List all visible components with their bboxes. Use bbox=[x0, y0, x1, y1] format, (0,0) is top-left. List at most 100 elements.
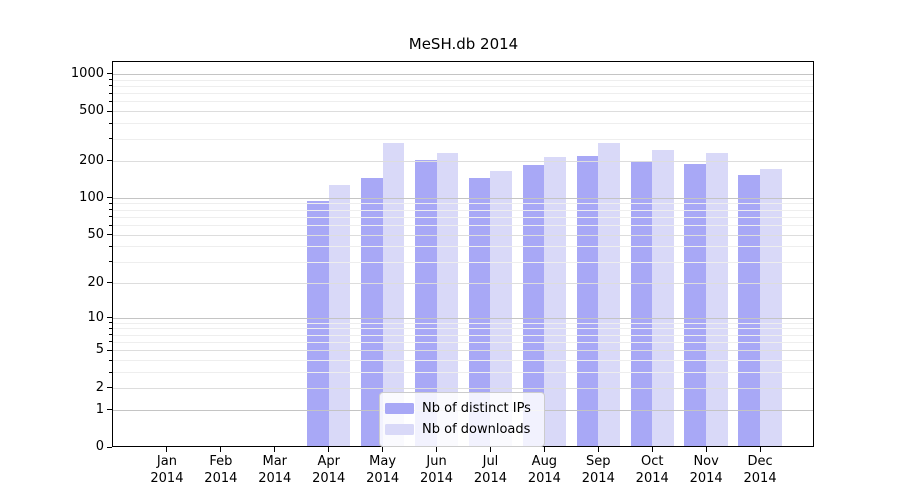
legend-label-downloads: Nb of downloads bbox=[422, 421, 531, 437]
x-tick-label-oct: Oct 2014 bbox=[620, 453, 684, 487]
bar-distinct-ips-sep bbox=[576, 156, 599, 447]
legend-swatch-downloads bbox=[385, 424, 414, 435]
gridline-minor-700 bbox=[113, 93, 814, 95]
bar-distinct-ips-may bbox=[360, 177, 383, 447]
gridline-minor-6 bbox=[113, 341, 814, 343]
x-tick-label-may: May 2014 bbox=[351, 453, 415, 487]
gridline-minor-8 bbox=[113, 328, 814, 330]
x-tick-apr bbox=[328, 447, 330, 452]
legend: Nb of distinct IPs Nb of downloads bbox=[379, 392, 545, 447]
x-tick-jul bbox=[489, 447, 491, 452]
legend-swatch-distinct-ips bbox=[385, 403, 414, 414]
gridline-minor-90 bbox=[113, 203, 814, 205]
bar-downloads-oct bbox=[652, 149, 674, 447]
y-tick-10 bbox=[107, 317, 112, 318]
legend-item-downloads: Nb of downloads bbox=[385, 419, 538, 440]
x-tick-label-month: Aug bbox=[531, 454, 558, 469]
y-minor-tick-3 bbox=[109, 371, 112, 373]
gridline-minor-30 bbox=[113, 261, 814, 263]
bar-distinct-ips-jul bbox=[468, 178, 491, 447]
y-tick-20 bbox=[107, 282, 112, 284]
y-tick-label-1: 1 bbox=[95, 401, 104, 417]
x-tick-label-month: Nov bbox=[693, 454, 719, 469]
x-tick-mar bbox=[274, 447, 276, 452]
y-tick-1 bbox=[107, 409, 112, 411]
x-tick-label-year: 2014 bbox=[689, 471, 723, 486]
x-tick-label-month: Oct bbox=[640, 454, 664, 469]
y-minor-tick-60 bbox=[109, 224, 112, 226]
x-tick-feb bbox=[220, 447, 222, 452]
x-tick-may bbox=[382, 447, 384, 452]
y-minor-tick-90 bbox=[109, 202, 112, 204]
x-tick-nov bbox=[705, 447, 707, 452]
x-tick-label-year: 2014 bbox=[150, 471, 184, 486]
gridline-minor-70 bbox=[113, 216, 814, 218]
x-tick-label-month: Feb bbox=[209, 454, 233, 469]
y-tick-200 bbox=[107, 160, 112, 162]
y-minor-tick-40 bbox=[109, 245, 112, 247]
y-minor-tick-9 bbox=[109, 322, 112, 324]
x-tick-label-apr: Apr 2014 bbox=[297, 453, 361, 487]
gridline-mid-20 bbox=[113, 282, 814, 284]
bar-distinct-ips-dec bbox=[738, 175, 761, 447]
x-tick-label-aug: Aug 2014 bbox=[512, 453, 576, 487]
gridline-mid-2 bbox=[113, 387, 814, 389]
y-minor-tick-8 bbox=[109, 327, 112, 329]
y-tick-label-200: 200 bbox=[79, 152, 104, 168]
x-tick-label-year: 2014 bbox=[473, 471, 507, 486]
x-tick-label-nov: Nov 2014 bbox=[674, 453, 738, 487]
x-tick-label-year: 2014 bbox=[743, 471, 777, 486]
gridline-minor-60 bbox=[113, 225, 814, 226]
x-tick-label-year: 2014 bbox=[581, 471, 615, 486]
x-tick-label-dec: Dec 2014 bbox=[728, 453, 792, 487]
x-tick-label-month: Dec bbox=[747, 454, 773, 469]
y-tick-0 bbox=[107, 446, 112, 448]
gridline-major-1000 bbox=[113, 73, 814, 75]
y-tick-label-2: 2 bbox=[95, 379, 104, 395]
bar-downloads-sep bbox=[598, 142, 620, 447]
y-minor-tick-6 bbox=[109, 341, 112, 343]
y-minor-tick-400 bbox=[109, 122, 112, 124]
y-minor-tick-700 bbox=[109, 92, 112, 94]
x-tick-label-month: Jan bbox=[156, 454, 177, 469]
gridline-minor-9 bbox=[113, 322, 814, 324]
bar-distinct-ips-nov bbox=[684, 163, 707, 447]
y-tick-500 bbox=[107, 110, 112, 112]
x-tick-label-year: 2014 bbox=[366, 471, 400, 486]
gridline-mid-500 bbox=[113, 111, 814, 113]
gridline-minor-900 bbox=[113, 79, 814, 81]
y-minor-tick-30 bbox=[109, 261, 112, 263]
y-tick-label-500: 500 bbox=[79, 103, 104, 119]
y-tick-2 bbox=[107, 387, 112, 389]
y-minor-tick-800 bbox=[109, 85, 112, 87]
bar-downloads-may bbox=[382, 142, 405, 447]
y-minor-tick-4 bbox=[109, 359, 112, 361]
chart-title: MeSH.db 2014 bbox=[408, 35, 519, 53]
y-minor-tick-7 bbox=[109, 334, 112, 336]
bar-downloads-jul bbox=[490, 170, 513, 447]
x-tick-label-year: 2014 bbox=[204, 471, 238, 486]
x-tick-label-feb: Feb 2014 bbox=[189, 453, 253, 487]
plot-area bbox=[113, 62, 814, 447]
x-tick-label-year: 2014 bbox=[527, 471, 561, 486]
x-tick-label-month: Apr bbox=[317, 454, 340, 469]
y-tick-label-1000: 1000 bbox=[70, 65, 104, 81]
gridline-minor-4 bbox=[113, 360, 814, 362]
gridline-mid-5 bbox=[113, 350, 814, 352]
bar-distinct-ips-oct bbox=[630, 161, 653, 447]
gridline-major-100 bbox=[113, 197, 814, 199]
bar-downloads-aug bbox=[544, 157, 567, 447]
gridline-mid-200 bbox=[113, 160, 814, 162]
x-tick-dec bbox=[759, 447, 761, 452]
y-tick-label-50: 50 bbox=[87, 226, 104, 242]
y-tick-label-100: 100 bbox=[79, 189, 104, 205]
gridline-minor-600 bbox=[113, 101, 814, 103]
x-tick-label-mar: Mar 2014 bbox=[243, 453, 307, 487]
y-minor-tick-300 bbox=[109, 138, 112, 140]
y-minor-tick-80 bbox=[109, 209, 112, 211]
x-tick-jun bbox=[436, 447, 438, 452]
x-tick-jan bbox=[166, 447, 168, 452]
gridline-mid-50 bbox=[113, 234, 814, 236]
x-tick-label-sep: Sep 2014 bbox=[566, 453, 630, 487]
y-minor-tick-900 bbox=[109, 79, 112, 81]
